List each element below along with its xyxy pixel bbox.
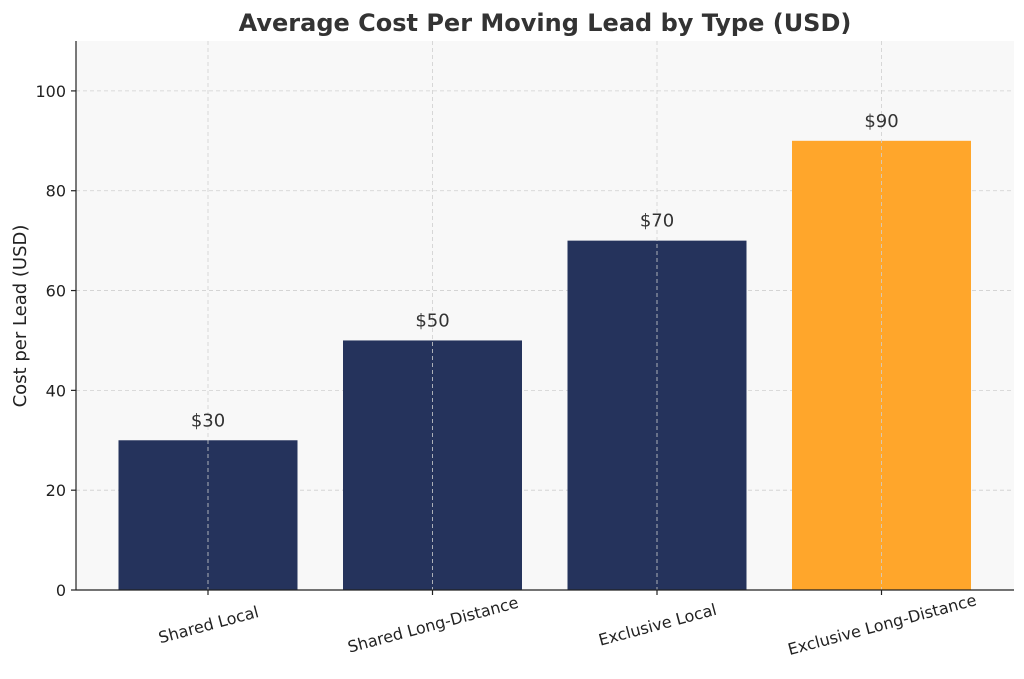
x-tick-label: Shared Local	[156, 602, 260, 647]
y-tick-label: 80	[46, 182, 66, 201]
x-tick-label: Exclusive Local	[597, 600, 719, 650]
y-tick-label: 20	[46, 481, 66, 500]
y-tick-label: 60	[46, 282, 66, 301]
plot-area: $30 $50 $70 $90 0 20 40 60 80 100 Shared Local Shar…	[35, 41, 1014, 659]
data-label: $50	[415, 310, 449, 331]
y-tick-label: 40	[46, 381, 66, 400]
y-tick-label: 0	[56, 581, 66, 600]
chart-title: Average Cost Per Moving Lead by Type (US…	[239, 9, 852, 37]
bar-shared-local	[118, 440, 298, 590]
x-tick-label: Exclusive Long-Distance	[786, 590, 979, 659]
y-axis-label: Cost per Lead (USD)	[10, 225, 31, 408]
x-tick-label: Shared Long-Distance	[346, 593, 521, 657]
data-label: $90	[864, 111, 898, 132]
y-tick-label: 100	[35, 82, 66, 101]
data-label: $70	[640, 211, 674, 232]
data-label: $30	[191, 410, 225, 431]
